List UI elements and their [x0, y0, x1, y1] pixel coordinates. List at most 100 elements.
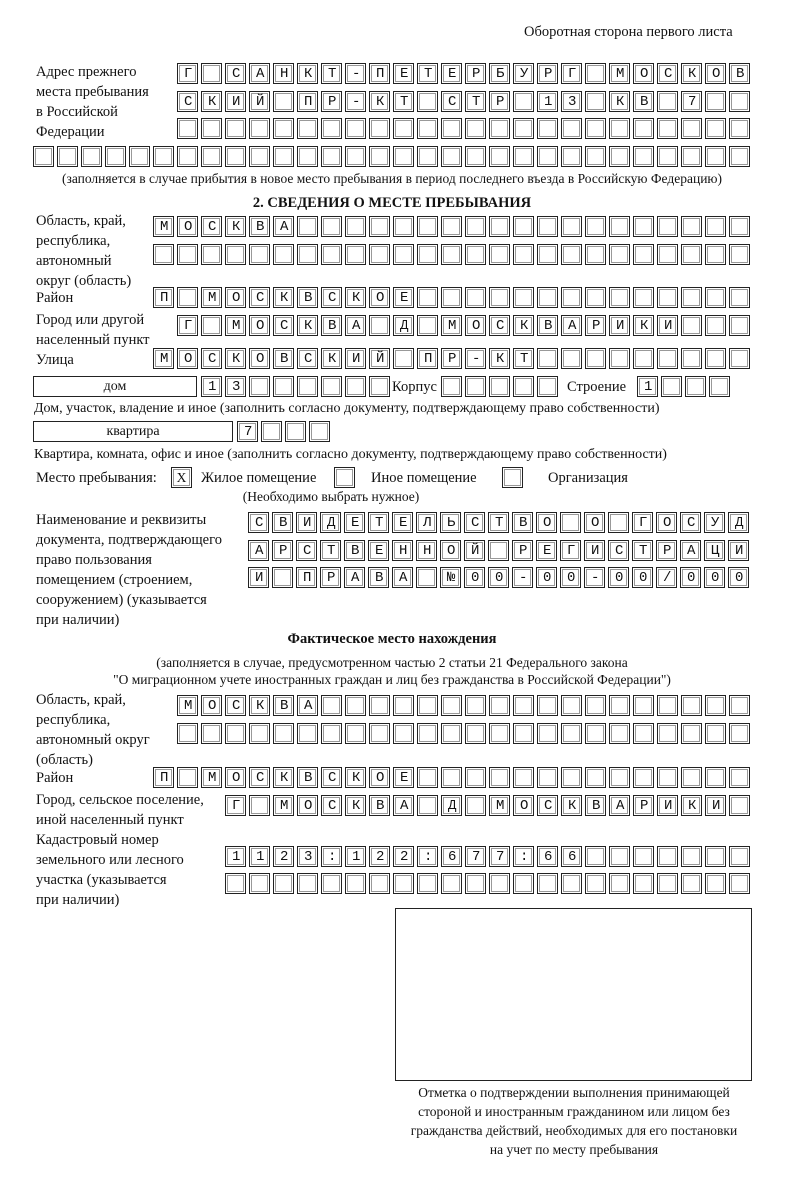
char-cell[interactable] — [440, 243, 463, 266]
char-cell[interactable] — [704, 766, 727, 789]
char-cell[interactable] — [247, 511, 270, 534]
char-cell[interactable] — [367, 511, 390, 534]
char-cell[interactable] — [248, 117, 271, 140]
char-cell[interactable] — [655, 511, 678, 534]
char-cell[interactable] — [344, 872, 367, 895]
char-cell[interactable] — [656, 145, 679, 168]
char-cell[interactable] — [320, 766, 343, 789]
char-cell[interactable] — [439, 539, 462, 562]
char-cell[interactable] — [704, 215, 727, 238]
char-cell[interactable] — [680, 243, 703, 266]
char-cell[interactable] — [296, 243, 319, 266]
char-cell[interactable] — [296, 794, 319, 817]
char-cell[interactable] — [632, 845, 655, 868]
char-cell[interactable] — [104, 145, 127, 168]
char-cell[interactable] — [631, 539, 654, 562]
char-cell[interactable] — [152, 145, 175, 168]
char-cell[interactable] — [560, 766, 583, 789]
char-cell[interactable] — [319, 539, 342, 562]
option-other-premises-checkbox[interactable] — [333, 466, 356, 489]
char-cell[interactable] — [416, 314, 439, 337]
char-cell[interactable] — [272, 314, 295, 337]
char-cell[interactable] — [296, 286, 319, 309]
char-cell[interactable] — [608, 215, 631, 238]
char-cell[interactable] — [512, 872, 535, 895]
char-cell[interactable] — [488, 286, 511, 309]
char-cell[interactable] — [488, 766, 511, 789]
char-cell[interactable] — [464, 145, 487, 168]
char-cell[interactable] — [560, 215, 583, 238]
char-cell[interactable] — [440, 375, 463, 398]
char-cell[interactable] — [560, 872, 583, 895]
char-cell[interactable] — [271, 511, 294, 534]
char-cell[interactable] — [248, 722, 271, 745]
char-cell[interactable] — [464, 215, 487, 238]
char-cell[interactable] — [703, 511, 726, 534]
char-cell[interactable] — [416, 872, 439, 895]
char-cell[interactable] — [656, 722, 679, 745]
char-cell[interactable] — [464, 347, 487, 370]
char-cell[interactable] — [536, 872, 559, 895]
char-cell[interactable] — [343, 511, 366, 534]
char-cell[interactable] — [368, 145, 391, 168]
char-cell[interactable] — [560, 117, 583, 140]
char-cell[interactable] — [224, 375, 247, 398]
char-cell[interactable] — [487, 539, 510, 562]
char-cell[interactable] — [272, 347, 295, 370]
char-cell[interactable] — [464, 90, 487, 113]
char-cell[interactable] — [608, 243, 631, 266]
char-cell[interactable] — [704, 90, 727, 113]
char-cell[interactable] — [368, 286, 391, 309]
char-cell[interactable] — [488, 314, 511, 337]
char-cell[interactable] — [512, 215, 535, 238]
char-cell[interactable] — [680, 314, 703, 337]
char-cell[interactable] — [535, 566, 558, 589]
char-cell[interactable] — [512, 62, 535, 85]
char-cell[interactable] — [536, 243, 559, 266]
char-cell[interactable] — [56, 145, 79, 168]
char-cell[interactable] — [416, 243, 439, 266]
char-cell[interactable] — [560, 722, 583, 745]
char-cell[interactable] — [488, 90, 511, 113]
char-cell[interactable] — [656, 845, 679, 868]
char-cell[interactable] — [704, 722, 727, 745]
char-cell[interactable] — [656, 694, 679, 717]
char-cell[interactable] — [536, 845, 559, 868]
char-cell[interactable] — [704, 243, 727, 266]
char-cell[interactable] — [344, 215, 367, 238]
char-cell[interactable] — [416, 145, 439, 168]
char-cell[interactable] — [488, 694, 511, 717]
char-cell[interactable] — [320, 215, 343, 238]
char-cell[interactable] — [512, 117, 535, 140]
char-cell[interactable] — [559, 566, 582, 589]
char-cell[interactable] — [367, 539, 390, 562]
char-cell[interactable] — [392, 694, 415, 717]
char-cell[interactable] — [320, 347, 343, 370]
char-cell[interactable] — [344, 722, 367, 745]
char-cell[interactable] — [272, 375, 295, 398]
char-cell[interactable] — [392, 286, 415, 309]
char-cell[interactable] — [728, 794, 751, 817]
option-residential-checkbox[interactable]: X — [170, 466, 193, 489]
char-cell[interactable] — [368, 375, 391, 398]
char-cell[interactable] — [320, 90, 343, 113]
char-cell[interactable] — [656, 314, 679, 337]
char-cell[interactable] — [392, 215, 415, 238]
char-cell[interactable] — [272, 286, 295, 309]
char-cell[interactable] — [560, 794, 583, 817]
char-cell[interactable] — [224, 62, 247, 85]
char-cell[interactable] — [296, 145, 319, 168]
option-organization-checkbox[interactable] — [501, 466, 524, 489]
char-cell[interactable] — [319, 566, 342, 589]
char-cell[interactable] — [152, 286, 175, 309]
char-cell[interactable] — [440, 145, 463, 168]
char-cell[interactable] — [632, 872, 655, 895]
char-cell[interactable] — [632, 722, 655, 745]
char-cell[interactable] — [584, 766, 607, 789]
char-cell[interactable] — [608, 722, 631, 745]
char-cell[interactable] — [200, 145, 223, 168]
char-cell[interactable] — [368, 872, 391, 895]
char-cell[interactable] — [464, 794, 487, 817]
char-cell[interactable] — [488, 845, 511, 868]
char-cell[interactable] — [680, 766, 703, 789]
